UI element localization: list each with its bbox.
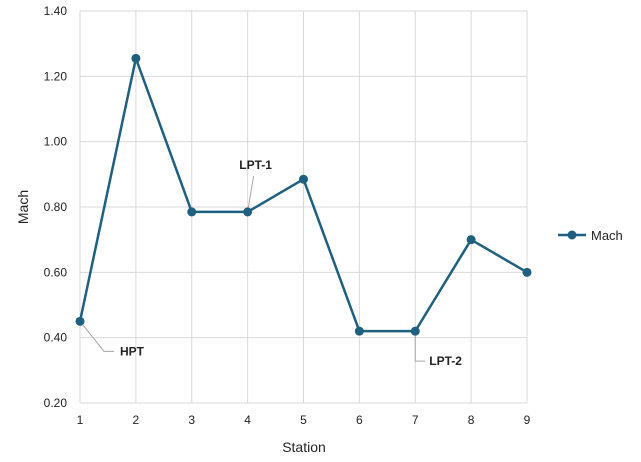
y-tick-label: 1.00	[44, 135, 68, 149]
annotation-leader-line	[247, 175, 255, 212]
x-tick-label: 7	[412, 413, 419, 427]
y-tick-label: 0.60	[44, 265, 68, 279]
legend: Mach	[558, 228, 623, 243]
legend-label: Mach	[591, 228, 623, 243]
x-tick-label: 4	[244, 413, 251, 427]
series	[75, 53, 532, 336]
data-point	[75, 316, 85, 326]
y-tick-label: 0.80	[44, 200, 68, 214]
annotation-label: HPT	[120, 344, 145, 358]
data-point	[354, 326, 364, 336]
annotation-label: LPT-2	[429, 354, 462, 368]
x-tick-label: 8	[468, 413, 475, 427]
x-tick-label: 6	[356, 413, 363, 427]
data-point	[187, 207, 197, 217]
data-point	[243, 207, 253, 217]
legend-marker	[567, 230, 577, 240]
y-tick-label: 1.40	[44, 4, 68, 18]
x-tick-label: 2	[133, 413, 140, 427]
tick-labels: 0.20 0.40 0.60 0.80 1.00 1.20 1.40 1 2 3 4 5 6 7 8 9	[44, 4, 531, 427]
x-tick-label: 9	[524, 413, 531, 427]
x-tick-label: 1	[77, 413, 84, 427]
annotation-leaders	[79, 175, 426, 362]
annotations: HPT LPT-1 LPT-2	[120, 158, 462, 368]
data-point	[466, 235, 476, 245]
data-point	[410, 326, 420, 336]
x-tick-label: 3	[188, 413, 195, 427]
data-point	[131, 53, 141, 63]
y-tick-label: 1.20	[44, 69, 68, 83]
y-axis-title: Mach	[15, 190, 31, 224]
annotation-leader-line	[414, 331, 426, 362]
annotation-label: LPT-1	[239, 158, 272, 172]
x-tick-label: 5	[300, 413, 307, 427]
x-axis-title: Station	[282, 439, 326, 455]
annotation-leader-line	[79, 321, 114, 352]
y-tick-label: 0.20	[44, 396, 68, 410]
data-point	[299, 174, 308, 184]
data-point	[522, 267, 532, 277]
y-tick-label: 0.40	[44, 331, 68, 345]
grid	[79, 10, 528, 404]
